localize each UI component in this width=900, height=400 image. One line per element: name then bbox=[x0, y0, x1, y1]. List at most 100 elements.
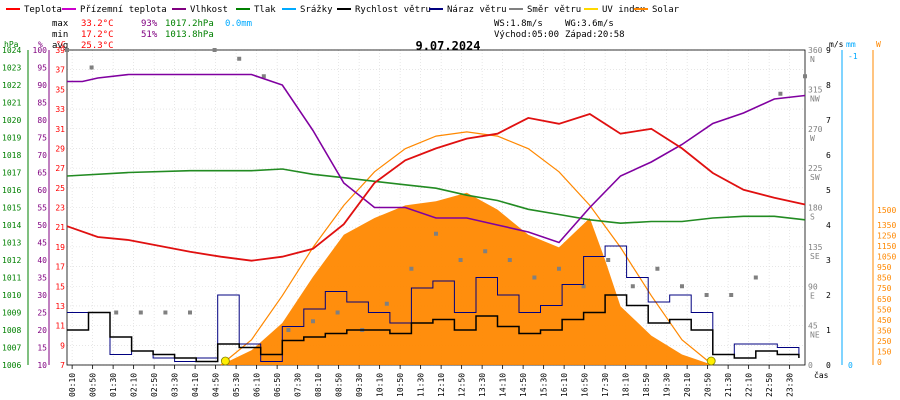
wind-direction-point bbox=[286, 328, 291, 332]
legend-label: Rychlost větru bbox=[355, 5, 431, 15]
tick-time: 06:10 bbox=[253, 373, 262, 397]
tick-temp: 7 bbox=[60, 361, 65, 370]
tick-solar: 950 bbox=[877, 263, 892, 272]
wind-direction-point bbox=[729, 293, 734, 297]
tick-pressure: 1009 bbox=[2, 309, 21, 318]
tick-temp: 27 bbox=[55, 164, 65, 173]
tick-rain: -1 bbox=[848, 52, 858, 61]
tick-pressure: 1023 bbox=[2, 64, 21, 73]
tick-wind-compass: N bbox=[810, 55, 815, 64]
tick-temp: 37 bbox=[55, 66, 65, 75]
tick-humidity: 100 bbox=[33, 46, 48, 55]
tick-time: 02:10 bbox=[130, 373, 139, 397]
legend-item: Srážky bbox=[282, 5, 333, 15]
uv-index-point bbox=[706, 356, 716, 366]
wind-direction-point bbox=[261, 74, 266, 79]
tick-time: 21:30 bbox=[724, 373, 733, 397]
tick-time: 05:30 bbox=[232, 373, 241, 397]
stat-avg-label: avg bbox=[52, 41, 68, 51]
tick-pressure: 1011 bbox=[2, 274, 21, 283]
tick-temp: 15 bbox=[55, 282, 65, 291]
tick-time: 19:30 bbox=[663, 373, 672, 397]
stat-max-hum: 93% bbox=[141, 19, 158, 29]
tick-temp: 13 bbox=[55, 302, 65, 311]
tick-solar: 650 bbox=[877, 295, 892, 304]
tick-time: 15:30 bbox=[540, 373, 549, 397]
wind-direction-point bbox=[753, 275, 758, 280]
tick-humidity: 40 bbox=[37, 256, 47, 265]
tick-pressure: 1012 bbox=[2, 256, 21, 265]
tick-wind-compass: E bbox=[810, 291, 815, 300]
tick-solar: 1050 bbox=[877, 253, 896, 262]
tick-time: 23:30 bbox=[786, 373, 795, 397]
pressure-line bbox=[66, 168, 806, 225]
wind-direction-point bbox=[581, 284, 586, 289]
tick-humidity: 20 bbox=[37, 326, 47, 335]
wind-direction-point bbox=[138, 310, 143, 315]
tick-pressure: 1024 bbox=[2, 46, 21, 55]
stat-min-temp: 17.2°C bbox=[81, 30, 114, 40]
tick-temp: 21 bbox=[55, 223, 65, 232]
tick-time: 22:10 bbox=[745, 373, 754, 397]
legend-item: Teplota bbox=[6, 5, 62, 15]
stat-max-rain: 0.0mm bbox=[225, 19, 252, 29]
tick-wind-direction: 270 bbox=[808, 125, 823, 134]
tick-wind-compass: NW bbox=[810, 94, 820, 103]
tick-time: 14:50 bbox=[519, 373, 528, 397]
tick-pressure: 1016 bbox=[2, 186, 21, 195]
wind-direction-point bbox=[114, 310, 119, 315]
tick-wind-compass: S bbox=[810, 213, 815, 222]
unit-temp: °C bbox=[56, 40, 66, 49]
tick-time: 04:50 bbox=[212, 373, 221, 397]
wind-direction-point bbox=[483, 249, 488, 254]
tick-wind-direction: 0 bbox=[808, 361, 813, 370]
legend-item: Solar bbox=[634, 5, 680, 15]
tick-temp: 17 bbox=[55, 263, 65, 272]
legend-label: Směr větru bbox=[527, 5, 581, 15]
legend-label: UV index bbox=[602, 5, 646, 15]
tick-solar: 350 bbox=[877, 326, 892, 335]
tick-wind-direction: 90 bbox=[808, 282, 818, 291]
tick-wind: 0 bbox=[826, 361, 831, 370]
tick-time: 12:10 bbox=[437, 373, 446, 397]
tick-time: 01:30 bbox=[109, 373, 118, 397]
wind-direction-point bbox=[434, 231, 438, 236]
tick-humidity: 35 bbox=[37, 274, 47, 283]
wind-direction-point bbox=[803, 74, 807, 79]
info-sunset: Západ:20:58 bbox=[565, 30, 625, 40]
stat-min-label: min bbox=[52, 30, 68, 40]
tick-time: 14:10 bbox=[499, 373, 508, 397]
tick-rain: 0 bbox=[848, 361, 853, 370]
tick-humidity: 75 bbox=[37, 134, 47, 143]
tick-pressure: 1021 bbox=[2, 99, 21, 108]
wind-direction-point bbox=[311, 319, 315, 324]
wind-direction-point bbox=[188, 310, 192, 315]
tick-wind-compass: SW bbox=[810, 173, 820, 182]
tick-time: 20:50 bbox=[704, 373, 713, 397]
tick-solar: 1500 bbox=[877, 206, 896, 215]
tick-time: 16:50 bbox=[581, 373, 590, 397]
wind-direction-point bbox=[65, 48, 69, 52]
tick-wind-direction: 180 bbox=[808, 204, 823, 213]
tick-wind: 5 bbox=[826, 186, 831, 195]
legend-label: Náraz větru bbox=[447, 5, 507, 15]
wind-direction-point bbox=[507, 258, 512, 262]
legend-item: Přízemní teplota bbox=[62, 5, 167, 15]
tick-humidity: 55 bbox=[37, 204, 47, 213]
unit-wind: m/s bbox=[829, 40, 844, 49]
tick-temp: 35 bbox=[55, 85, 65, 94]
tick-pressure: 1015 bbox=[2, 204, 21, 213]
tick-wind: 4 bbox=[826, 221, 831, 230]
tick-wind: 6 bbox=[826, 151, 831, 160]
tick-temp: 33 bbox=[55, 105, 65, 114]
wind-direction-point bbox=[630, 284, 635, 289]
wind-direction-point bbox=[384, 301, 389, 306]
tick-time: 07:30 bbox=[294, 373, 303, 397]
info-wind-gust: WG:3.6m/s bbox=[565, 19, 614, 29]
tick-wind-direction: 45 bbox=[808, 322, 818, 331]
tick-humidity: 65 bbox=[37, 169, 47, 178]
tick-time: 18:10 bbox=[622, 373, 631, 397]
tick-time: 04:10 bbox=[191, 373, 200, 397]
wind-direction-point bbox=[409, 266, 414, 271]
tick-time: 09:30 bbox=[355, 373, 364, 397]
